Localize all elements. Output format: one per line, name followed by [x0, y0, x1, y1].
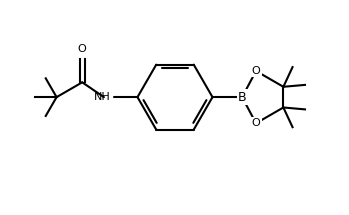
Text: B: B — [238, 91, 246, 104]
Text: O: O — [252, 66, 260, 76]
Text: O: O — [252, 118, 260, 128]
Text: O: O — [78, 44, 87, 54]
Text: NH: NH — [94, 92, 111, 102]
